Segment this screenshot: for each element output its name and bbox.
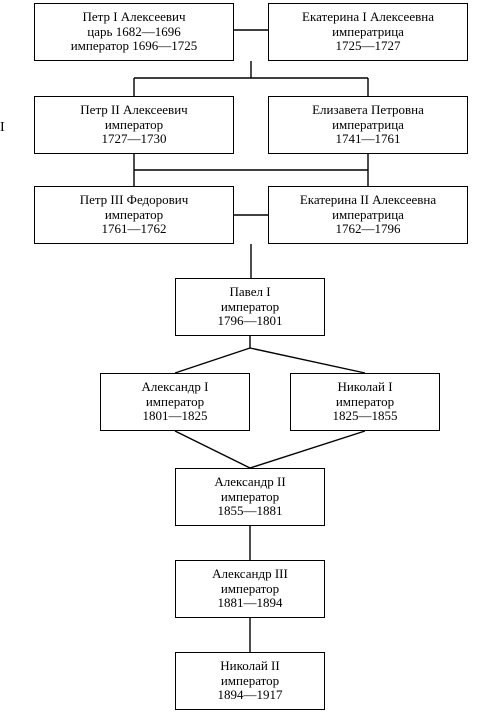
- node-nik1-line: Николай I: [295, 380, 435, 395]
- node-peter1-line: император 1696—1725: [39, 39, 229, 54]
- node-nik2-line: 1894—1917: [180, 688, 320, 703]
- genealogy-diagram: IПетр I Алексеевичцарь 1682—1696императо…: [0, 0, 500, 721]
- node-peter2-line: 1727—1730: [39, 132, 229, 147]
- node-peter2-line: император: [39, 118, 229, 133]
- node-alex2-line: император: [180, 490, 320, 505]
- node-cath1-line: 1725—1727: [273, 39, 463, 54]
- node-cath2-line: 1762—1796: [273, 222, 463, 237]
- node-nik2-line: император: [180, 674, 320, 689]
- node-cath2-line: императрица: [273, 208, 463, 223]
- edge: [175, 348, 250, 373]
- node-paul1: Павел Iимператор1796—1801: [175, 278, 325, 336]
- node-paul1-line: 1796—1801: [180, 314, 320, 329]
- node-nik1: Николай Iимператор1825—1855: [290, 373, 440, 431]
- node-paul1-line: Павел I: [180, 285, 320, 300]
- node-eliz-line: императрица: [273, 118, 463, 133]
- node-cath2-line: Екатерина II Алексеевна: [273, 193, 463, 208]
- node-alex1-line: 1801—1825: [105, 409, 245, 424]
- node-nik1-line: 1825—1855: [295, 409, 435, 424]
- edge: [175, 431, 250, 468]
- node-alex2-line: Александр II: [180, 475, 320, 490]
- node-eliz: Елизавета Петровнаимператрица1741—1761: [268, 96, 468, 154]
- node-nik2: Николай IIимператор1894—1917: [175, 652, 325, 710]
- node-peter1-line: Петр I Алексеевич: [39, 10, 229, 25]
- node-alex3: Александр IIIимператор1881—1894: [175, 560, 325, 618]
- node-peter3-line: 1761—1762: [39, 222, 229, 237]
- node-peter1-line: царь 1682—1696: [39, 25, 229, 40]
- node-alex2-line: 1855—1881: [180, 504, 320, 519]
- node-cath1-line: императрица: [273, 25, 463, 40]
- node-alex1-line: император: [105, 395, 245, 410]
- node-paul1-line: император: [180, 300, 320, 315]
- node-cath1-line: Екатерина I Алексеевна: [273, 10, 463, 25]
- side-label: I: [0, 120, 5, 136]
- node-alex1: Александр Iимператор1801—1825: [100, 373, 250, 431]
- node-alex3-line: Александр III: [180, 567, 320, 582]
- node-peter3: Петр III Федоровичимператор1761—1762: [34, 186, 234, 244]
- node-peter1: Петр I Алексеевичцарь 1682—1696император…: [34, 3, 234, 61]
- node-alex1-line: Александр I: [105, 380, 245, 395]
- node-nik2-line: Николай II: [180, 659, 320, 674]
- edge: [250, 348, 365, 373]
- node-peter3-line: император: [39, 208, 229, 223]
- node-alex2: Александр IIимператор1855—1881: [175, 468, 325, 526]
- node-eliz-line: Елизавета Петровна: [273, 103, 463, 118]
- node-peter2-line: Петр II Алексеевич: [39, 103, 229, 118]
- node-alex3-line: 1881—1894: [180, 596, 320, 611]
- node-alex3-line: император: [180, 582, 320, 597]
- node-eliz-line: 1741—1761: [273, 132, 463, 147]
- node-peter3-line: Петр III Федорович: [39, 193, 229, 208]
- node-cath1: Екатерина I Алексеевнаимператрица1725—17…: [268, 3, 468, 61]
- node-cath2: Екатерина II Алексеевнаимператрица1762—1…: [268, 186, 468, 244]
- edge: [250, 431, 365, 468]
- node-nik1-line: император: [295, 395, 435, 410]
- node-peter2: Петр II Алексеевичимператор1727—1730: [34, 96, 234, 154]
